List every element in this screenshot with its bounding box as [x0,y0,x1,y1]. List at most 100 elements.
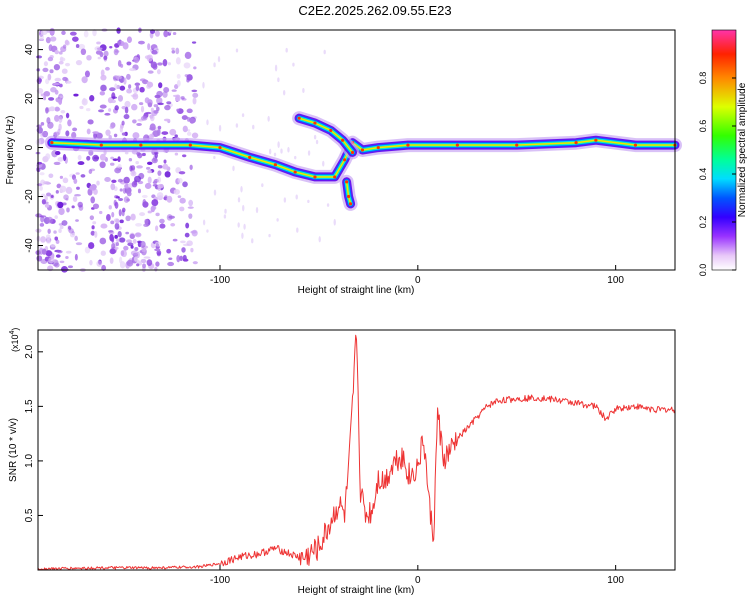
noise-speckle [114,246,119,250]
noise-speckle [96,180,100,186]
noise-speckle [99,237,107,245]
noise-speckle [109,87,116,92]
snr-series-line [37,334,676,571]
noise-speckle [128,158,133,162]
noise-speckle [237,222,240,228]
noise-speckle [53,161,61,166]
noise-speckle [152,181,158,184]
noise-speckle [74,235,78,242]
noise-speckle [166,248,172,254]
noise-speckle [126,191,132,197]
noise-speckle [39,223,45,227]
noise-speckle [241,232,244,239]
spectrogram-frame [37,29,676,271]
noise-speckle [152,183,158,187]
noise-speckle [154,94,161,99]
noise-speckle [65,250,72,254]
noise-speckle [63,194,69,200]
noise-speckle [123,176,130,184]
noise-speckle [155,261,160,267]
noise-speckle [103,55,108,60]
spectrogram-y-ticks: -40 -20 0 20 40 [24,44,43,253]
noise-speckle [114,222,120,230]
noise-speckle [121,132,127,136]
noise-speckle [96,260,103,267]
snr-y-label: SNR (10 * v/v) [8,418,19,482]
noise-speckle [97,56,101,60]
noise-speckle [237,197,241,203]
noise-speckle [39,215,47,218]
noise-speckle [144,218,149,225]
noise-speckle [100,84,107,92]
snr-y-tick-label: 1.5 [24,399,35,413]
noise-speckle [213,155,216,160]
noise-speckle [175,47,180,55]
noise-speckle [57,250,63,254]
noise-speckle [145,111,152,115]
noise-speckle [69,31,77,36]
noise-speckle [114,167,122,174]
noise-speckle [53,82,60,86]
noise-speckle [119,85,126,91]
noise-speckle [157,164,163,169]
noise-speckle [268,148,272,155]
noise-speckle [156,192,164,199]
noise-speckle [113,133,118,138]
noise-speckle [59,225,64,230]
noise-speckle [163,30,169,38]
noise-speckle [60,109,66,114]
svg-text:(x104): (x104) [9,328,20,352]
noise-speckle [41,198,47,205]
ridge-track-point [139,143,143,147]
noise-speckle [85,108,91,112]
branch-track-point [313,121,317,125]
noise-speckle [147,169,152,174]
spec-y-tick-label: 40 [24,44,35,56]
noise-speckle [154,248,161,252]
noise-speckle [136,151,141,157]
noise-speckle [49,106,56,112]
noise-speckle [123,77,127,85]
noise-speckle [171,49,176,54]
noise-speckle [186,240,193,247]
snr-plot-area [38,330,675,570]
noise-speckle [130,245,134,249]
noise-speckle [178,171,186,175]
noise-speckle [48,97,55,101]
ridge-track-point [293,170,297,174]
noise-speckle [129,68,136,72]
noise-speckle [48,257,55,264]
spectrogram-x-ticks: -100 0 100 [210,265,624,286]
noise-speckle [192,97,197,105]
noise-speckle [71,205,75,209]
noise-speckle [146,54,153,62]
noise-speckle [179,255,183,262]
colorbar-tick-label: 0.4 [698,168,708,181]
noise-speckle [117,163,122,169]
noise-speckle [313,134,317,140]
snr-y-scale-exp: 4 [9,330,16,334]
noise-speckle [181,247,186,253]
noise-speckle [43,61,49,67]
noise-speckle [147,70,154,74]
noise-speckle [191,41,197,44]
noise-speckle [151,50,158,55]
noise-speckle [189,117,195,124]
noise-speckle [90,196,96,204]
noise-speckle [139,212,146,217]
ridge-track-point [633,143,638,147]
noise-speckle [182,125,188,133]
noise-speckle [255,206,259,214]
noise-speckle [104,112,111,116]
noise-speckle [323,49,326,55]
noise-speckle [143,223,149,228]
noise-speckle [213,62,216,68]
noise-speckle [184,51,192,60]
ridge-track-point [99,143,103,147]
noise-speckle [100,223,108,229]
noise-speckle [157,176,162,184]
noise-speckle [192,92,199,98]
noise-speckle [49,54,54,59]
noise-speckle [267,115,270,122]
noise-speckle [100,250,106,256]
